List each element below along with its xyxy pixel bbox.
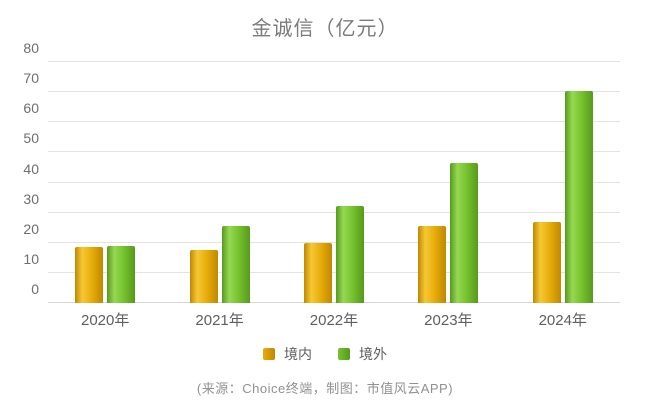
source-note: (来源：Choice终端，制图：市值风云APP) <box>196 381 454 396</box>
legend: 境内 境外 <box>0 344 650 364</box>
y-axis-label: 20 <box>23 220 39 237</box>
y-axis-label: 0 <box>31 281 39 297</box>
legend-swatch-icon <box>338 348 350 360</box>
bar-境外-2024年 <box>564 90 593 303</box>
bar-境内-2024年 <box>532 221 561 303</box>
y-axis-label: 70 <box>23 70 39 87</box>
gridline <box>48 271 620 273</box>
gridline <box>48 151 620 153</box>
legend-label: 境内 <box>284 346 312 362</box>
y-axis-label: 40 <box>23 160 39 177</box>
bar-境外-2023年 <box>450 162 479 303</box>
gridline <box>48 121 620 123</box>
x-axis: 2020年 2021年 2022年 2023年 2024年 <box>48 309 620 330</box>
gridline <box>48 61 620 62</box>
bar-group-2022年 <box>303 62 364 303</box>
chart-title: 金诚信（亿元） <box>251 18 399 40</box>
bar-groups <box>48 62 620 303</box>
x-axis-label: 2022年 <box>309 312 359 329</box>
legend-label: 境外 <box>359 346 387 362</box>
bar-境外-2021年 <box>221 226 250 303</box>
y-axis-label: 50 <box>23 130 39 147</box>
bar-境内-2020年 <box>75 247 104 303</box>
x-axis-label: 2023年 <box>424 312 473 329</box>
x-axis-label: 2020年 <box>81 312 130 329</box>
y-axis-label: 10 <box>23 250 39 267</box>
bar-group-2020年 <box>75 62 136 303</box>
legend-item-境外: 境外 <box>338 344 387 364</box>
legend-item-境内: 境内 <box>263 344 312 364</box>
gridline <box>48 302 620 303</box>
bar-境内-2021年 <box>189 249 218 303</box>
bar-group-2024年 <box>532 62 593 303</box>
gridline <box>48 181 620 183</box>
gridline <box>48 241 620 243</box>
y-axis-label: 80 <box>23 40 39 56</box>
bar-group-2021年 <box>189 62 250 303</box>
gridline <box>48 91 620 93</box>
bar-境内-2022年 <box>303 242 332 303</box>
legend-swatch-icon <box>263 348 275 360</box>
bar-group-2023年 <box>418 62 479 303</box>
bar-境外-2022年 <box>335 206 364 303</box>
gridline <box>48 211 620 213</box>
y-axis-label: 60 <box>23 100 39 117</box>
x-axis-label: 2021年 <box>195 312 244 329</box>
y-axis-label: 30 <box>23 190 39 207</box>
bar-境内-2023年 <box>418 226 447 303</box>
plot-area: 0 10 20 30 40 50 60 70 80 <box>23 41 620 303</box>
bar-境外-2020年 <box>107 246 136 303</box>
x-axis-label: 2024年 <box>538 312 587 329</box>
